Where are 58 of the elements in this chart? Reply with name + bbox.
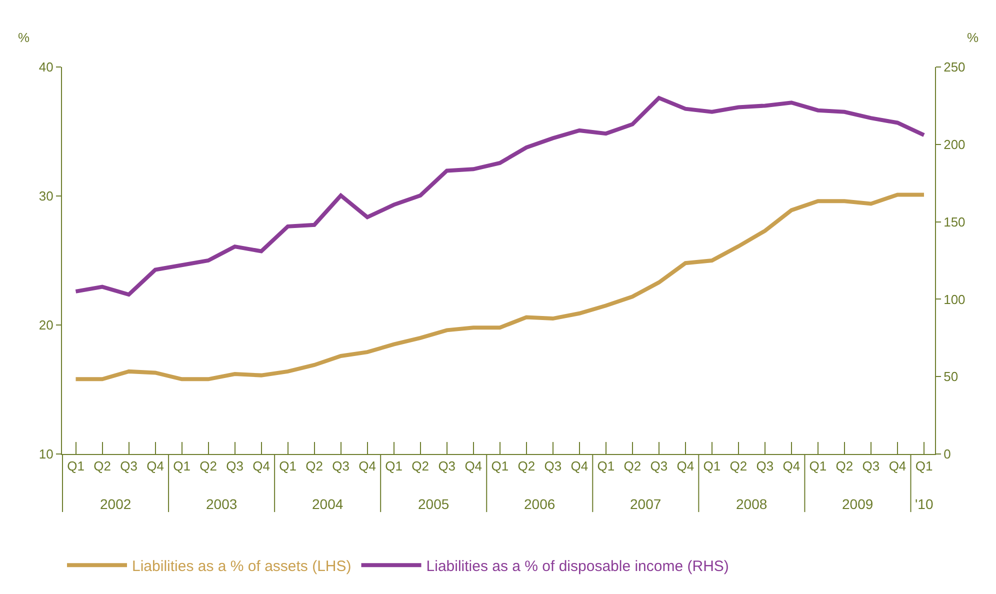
x-tick-label: Q1: [809, 458, 827, 474]
y2-tick-label: 150: [944, 214, 966, 230]
text: 2008: [736, 496, 768, 512]
x-tick-label: Q3: [756, 458, 774, 474]
x-tick-label: Q4: [358, 458, 376, 474]
x-tick-label: Q4: [146, 458, 164, 474]
text: 2002: [100, 496, 132, 512]
x-tick-label: Q1: [279, 458, 296, 474]
text: 2007: [630, 496, 662, 512]
x-tick-label: Q1: [385, 458, 403, 474]
legend-label: Liabilities as a % of assets (LHS): [132, 558, 352, 575]
x-tick-label: Q3: [544, 458, 562, 474]
line-series: [74, 96, 926, 297]
x-tick-label: Q1: [703, 458, 721, 474]
y-axis-title: %: [18, 30, 30, 45]
x-tick-label: Q4: [570, 458, 588, 474]
text: 2003: [206, 496, 238, 512]
x-tick-label: Q3: [650, 458, 668, 474]
x-tick-label: Q1: [915, 458, 933, 474]
x-tick-label: Q1: [67, 458, 84, 474]
x-tick-label: Q2: [412, 458, 430, 474]
x-tick-label: Q4: [676, 458, 694, 474]
legend-label: Liabilities as a % of disposable income (RHS): [426, 558, 729, 575]
x-tick-label: Q3: [862, 458, 880, 474]
y2-tick-label: 250: [944, 60, 966, 75]
x-tick-label: Q2: [518, 458, 536, 474]
x-tick-label: Q4: [782, 458, 800, 474]
x-tick-label: Q2: [624, 458, 642, 474]
x-tick-label: Q3: [120, 458, 138, 474]
x-tick-label: Q4: [252, 458, 270, 474]
x-tick-label: Q2: [730, 458, 748, 474]
x-tick-label: Q3: [438, 458, 456, 474]
y-tick-label: 30: [38, 188, 54, 204]
text: 2009: [842, 496, 874, 512]
x-tick-label: Q3: [332, 458, 350, 474]
y2-tick-label: 100: [944, 292, 966, 307]
x-tick-label: Q2: [306, 458, 323, 474]
x-tick-label: Q4: [888, 458, 906, 474]
y-tick-label: 10: [38, 446, 54, 462]
text: '10: [915, 496, 934, 512]
x-tick-label: Q1: [173, 458, 190, 474]
x-tick-label: Q1: [491, 458, 509, 474]
y-tick-label: 40: [38, 60, 54, 75]
text: 2006: [524, 496, 556, 512]
x-tick-label: Q2: [94, 458, 111, 474]
text: 2005: [418, 496, 450, 512]
line-series: [74, 192, 926, 382]
x-tick-label: Q3: [226, 458, 244, 474]
x-tick-label: Q2: [200, 458, 217, 474]
y-tick-label: 20: [38, 318, 54, 333]
y2-tick-label: 50: [944, 369, 958, 384]
x-tick-label: Q2: [836, 458, 854, 474]
x-tick-label: Q1: [597, 458, 615, 474]
x-tick-label: Q4: [464, 458, 482, 474]
y2-axis-title: %: [967, 30, 979, 45]
text: 2004: [312, 496, 344, 512]
y2-tick-label: 0: [944, 446, 951, 462]
y2-tick-label: 200: [944, 136, 966, 152]
